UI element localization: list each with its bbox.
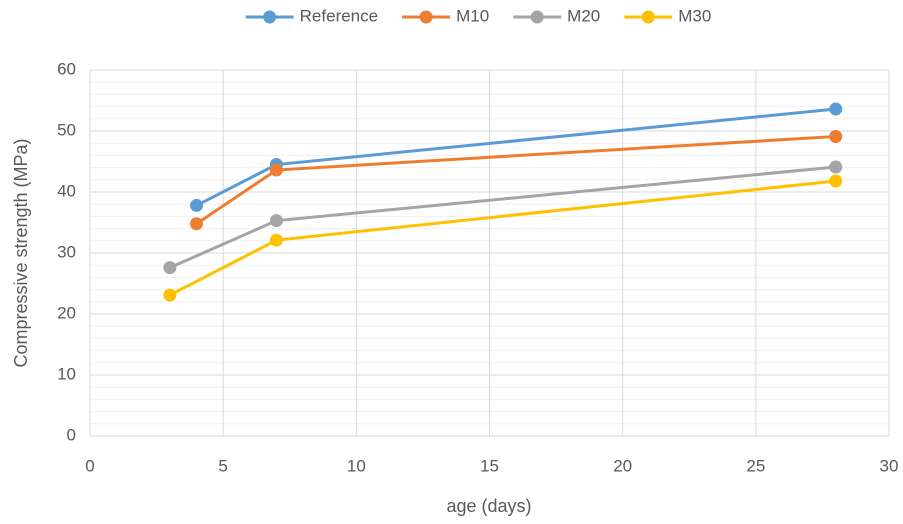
legend-marker xyxy=(419,10,433,24)
data-point xyxy=(269,233,283,247)
data-point xyxy=(829,174,843,188)
legend-label: M10 xyxy=(456,6,489,25)
x-tick-label: 10 xyxy=(347,456,366,475)
data-point xyxy=(269,214,283,228)
data-point xyxy=(829,160,843,174)
y-tick-label: 10 xyxy=(57,364,76,383)
x-tick-label: 30 xyxy=(880,456,899,475)
legend-label: Reference xyxy=(300,6,378,25)
y-tick-label: 20 xyxy=(57,303,76,322)
legend-marker xyxy=(641,10,655,24)
data-point xyxy=(163,261,177,275)
y-tick-label: 0 xyxy=(67,425,76,444)
x-tick-label: 5 xyxy=(218,456,227,475)
data-point xyxy=(269,163,283,177)
x-tick-label: 15 xyxy=(480,456,499,475)
y-tick-label: 50 xyxy=(57,120,76,139)
legend-label: M20 xyxy=(567,6,600,25)
data-point xyxy=(829,129,843,143)
x-tick-label: 25 xyxy=(746,456,765,475)
y-tick-label: 30 xyxy=(57,242,76,261)
legend-label: M30 xyxy=(678,6,711,25)
x-tick-label: 0 xyxy=(85,456,94,475)
legend-marker xyxy=(530,10,544,24)
y-tick-label: 60 xyxy=(57,59,76,78)
data-point xyxy=(190,198,204,212)
legend-marker xyxy=(263,10,277,24)
data-point xyxy=(829,102,843,116)
x-axis-label: age (days) xyxy=(446,496,531,516)
data-point xyxy=(190,217,204,231)
y-tick-label: 40 xyxy=(57,181,76,200)
data-point xyxy=(163,288,177,302)
y-axis-label: Compressive strength (MPa) xyxy=(11,138,31,367)
x-tick-label: 20 xyxy=(613,456,632,475)
